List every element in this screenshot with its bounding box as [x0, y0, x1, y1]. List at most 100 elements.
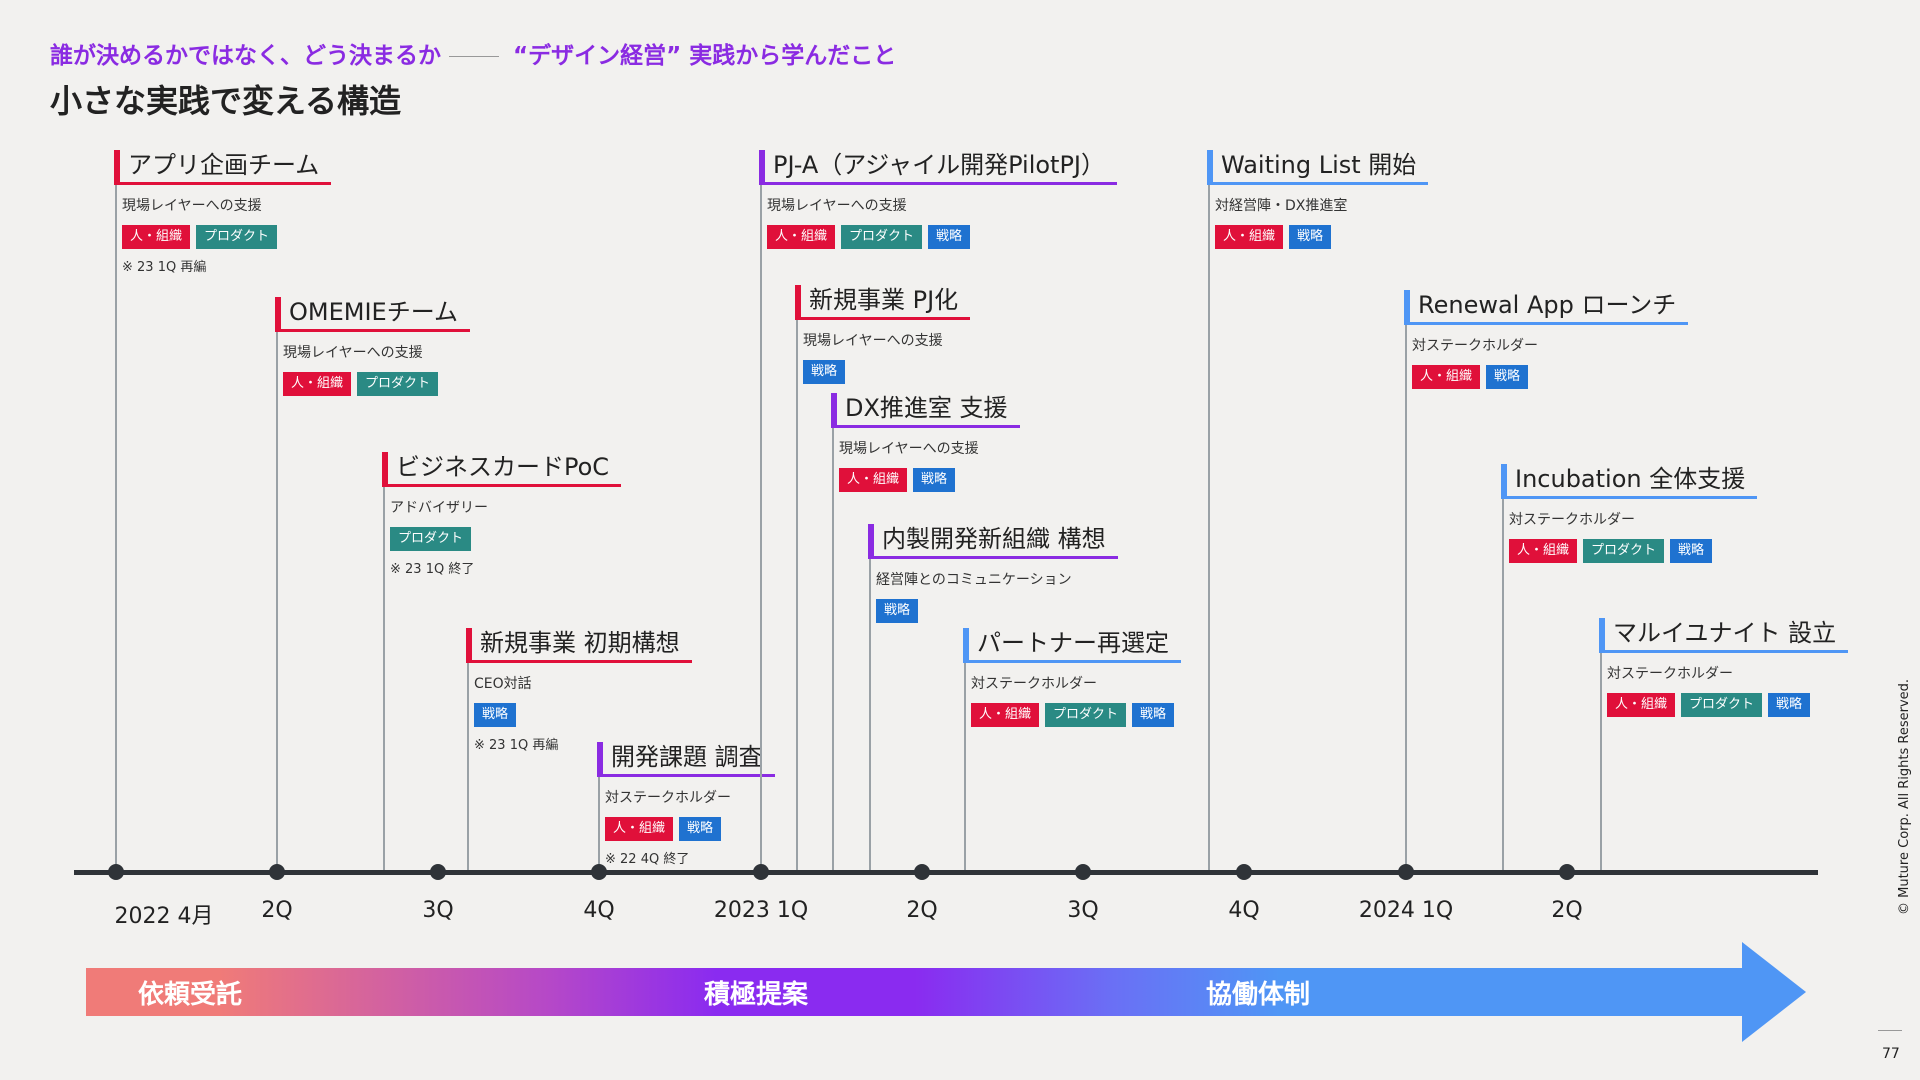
event-tags: 人・組織 プロダクト 戦略: [1509, 539, 1757, 563]
event-subtitle: 現場レイヤーへの支援: [767, 198, 907, 214]
event-tags: 戦略: [803, 360, 970, 384]
phase-arrow-bar: [86, 968, 1744, 1016]
event-card-incubation: Incubation 全体支援 対ステークホルダー 人・組織 プロダクト 戦略: [1501, 464, 1758, 563]
tag-org: 人・組織: [767, 225, 836, 249]
event-tags: 人・組織 戦略: [1215, 225, 1428, 249]
event-line: [964, 628, 966, 871]
event-title: ビジネスカードPoC: [382, 452, 622, 487]
timeline-dot: [1559, 864, 1575, 880]
event-line: [1502, 464, 1504, 871]
event-card-business-card-poc: ビジネスカードPoC アドバイザリー プロダクト ※ 23 1Q 終了: [382, 452, 622, 577]
event-line: [1600, 618, 1602, 871]
page-title: 小さな実践で変える構造: [50, 82, 402, 120]
event-subtitle: 現場レイヤーへの支援: [839, 441, 979, 457]
event-title: マルイユナイト 設立: [1599, 618, 1849, 653]
tag-strategy: 戦略: [913, 468, 956, 492]
event-card-app-plan-team: アプリ企画チーム 現場レイヤーへの支援 人・組織 プロダクト ※ 23 1Q 再編: [114, 150, 332, 275]
tag-product: プロダクト: [196, 225, 278, 249]
event-line: [869, 524, 871, 871]
tag-strategy: 戦略: [1486, 365, 1529, 389]
event-subtitle: アドバイザリー: [390, 500, 488, 516]
timeline-dot: [430, 864, 446, 880]
timeline-tick-label: 4Q: [583, 898, 615, 923]
timeline-dot: [1398, 864, 1414, 880]
timeline-tick-label: 3Q: [422, 898, 454, 923]
event-subtitle: 経営陣とのコミュニケーション: [876, 572, 1072, 588]
tag-org: 人・組織: [122, 225, 191, 249]
event-title: 新規事業 PJ化: [795, 285, 971, 320]
event-note: ※ 23 1Q 再編: [474, 738, 559, 753]
phase-label-collaboration: 協働体制: [1206, 980, 1311, 1010]
event-line: [467, 628, 469, 871]
event-card-dx-support: DX推進室 支援 現場レイヤーへの支援 人・組織 戦略: [831, 393, 1020, 492]
deck-subtitle: 誰が決めるかではなく、どう決まるか “デザイン経営” 実践から学んだこと: [50, 36, 896, 70]
event-card-renewal-app: Renewal App ローンチ対ステークホルダー人・組織 戦略: [1404, 290, 1689, 389]
phase-label-proposal: 積極提案: [704, 980, 809, 1010]
tag-org: 人・組織: [1412, 365, 1481, 389]
timeline-dot: [108, 864, 124, 880]
tag-strategy: 戦略: [679, 817, 722, 841]
timeline-tick-label: 2022 4月: [114, 904, 214, 929]
event-title: アプリ企画チーム: [114, 150, 332, 185]
event-line: [276, 297, 278, 871]
tag-org: 人・組織: [1215, 225, 1284, 249]
event-card-pj-a: PJ-A（アジャイル開発PilotPJ） 現場レイヤーへの支援人・組織 プロダクト戦…: [759, 150, 1118, 249]
event-line: [1405, 290, 1407, 871]
event-title: パートナー再選定: [963, 628, 1181, 663]
event-tags: 人・組織 プロダクト 戦略: [971, 703, 1181, 727]
event-tags: 戦略: [876, 599, 1118, 623]
page-number-divider: [1878, 1030, 1902, 1031]
tag-org: 人・組織: [1607, 693, 1676, 717]
timeline-tick-label: 2Q: [261, 898, 293, 923]
event-line: [1208, 150, 1210, 871]
timeline-dot: [1236, 864, 1252, 880]
event-title: OMEMIEチーム: [275, 297, 470, 332]
event-tags: 人・組織 戦略: [1412, 365, 1688, 389]
event-line: [796, 285, 798, 871]
event-note: ※ 22 4Q 終了: [605, 852, 690, 867]
tag-product: プロダクト: [1583, 539, 1665, 563]
event-tags: 人・組織 プロダクト: [283, 372, 470, 396]
phase-label-request: 依頼受託: [138, 980, 243, 1010]
event-card-omemie-team: OMEMIEチーム現場レイヤーへの支援人・組織 プロダクト: [275, 297, 470, 396]
tag-strategy: 戦略: [474, 703, 517, 727]
event-subtitle: CEO対話: [474, 676, 532, 692]
event-title: Incubation 全体支援: [1501, 464, 1758, 499]
tag-org: 人・組織: [1509, 539, 1578, 563]
event-line: [383, 452, 385, 871]
event-subtitle: 現場レイヤーへの支援: [803, 333, 943, 349]
tag-product: プロダクト: [1045, 703, 1127, 727]
event-subtitle: 対ステークホルダー: [971, 676, 1097, 692]
timeline-tick-label: 4Q: [1228, 898, 1260, 923]
event-card-new-biz-pj: 新規事業 PJ化現場レイヤーへの支援戦略: [795, 285, 971, 384]
event-tags: 人・組織 戦略: [839, 468, 1020, 492]
copyright: © Muture Corp. All Rights Reserved.: [1897, 678, 1912, 915]
event-tags: 人・組織 プロダクト 戦略: [767, 225, 1117, 249]
event-title: Waiting List 開始: [1207, 150, 1429, 185]
tag-strategy: 戦略: [876, 599, 919, 623]
event-line: [115, 150, 117, 871]
tag-strategy: 戦略: [1670, 539, 1713, 563]
event-tags: 人・組織 戦略: [605, 817, 775, 841]
tag-strategy: 戦略: [1132, 703, 1175, 727]
tag-org: 人・組織: [971, 703, 1040, 727]
event-title: 新規事業 初期構想: [466, 628, 692, 663]
timeline-tick-label: 2Q: [906, 898, 938, 923]
timeline-dot: [1075, 864, 1091, 880]
timeline-dot: [591, 864, 607, 880]
event-line: [598, 742, 600, 871]
timeline-dot: [753, 864, 769, 880]
event-subtitle: 現場レイヤーへの支援: [283, 345, 423, 361]
event-subtitle: 対ステークホルダー: [1412, 338, 1538, 354]
tag-strategy: 戦略: [1289, 225, 1332, 249]
event-title: PJ-A（アジャイル開発PilotPJ）: [759, 150, 1118, 185]
tag-product: プロダクト: [1681, 693, 1763, 717]
event-title: Renewal App ローンチ: [1404, 290, 1689, 325]
timeline-tick-label: 2Q: [1551, 898, 1583, 923]
event-title: 開発課題 調査: [597, 742, 775, 777]
event-title: 内製開発新組織 構想: [868, 524, 1118, 559]
event-tags: プロダクト: [390, 527, 621, 551]
event-tags: 人・組織 プロダクト: [122, 225, 331, 249]
event-card-inhouse-org: 内製開発新組織 構想経営陣とのコミュニケーション戦略: [868, 524, 1118, 623]
subtitle-part1: 誰が決めるかではなく、どう決まるか: [50, 43, 441, 69]
